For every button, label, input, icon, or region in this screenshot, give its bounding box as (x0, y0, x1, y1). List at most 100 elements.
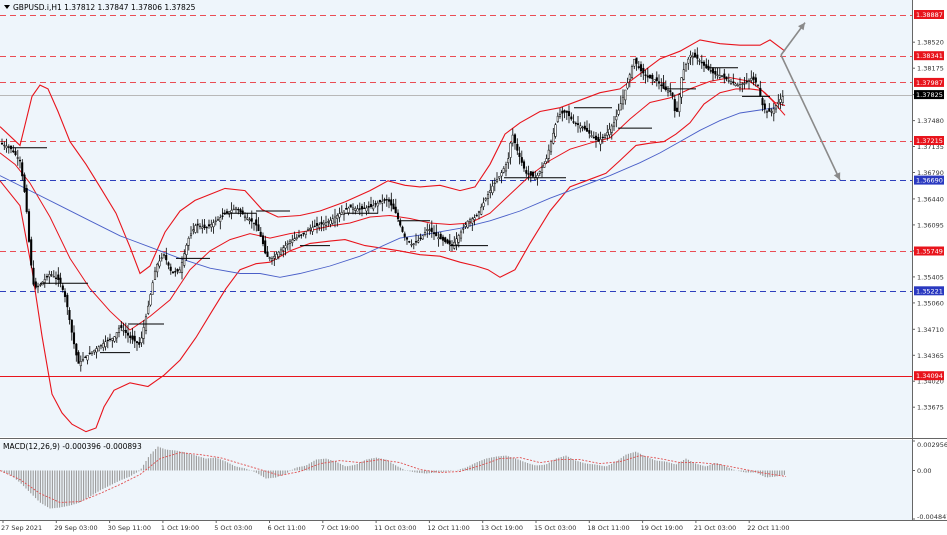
candle (327, 218, 330, 227)
candle (558, 108, 562, 119)
candle (102, 339, 105, 352)
candle (158, 254, 161, 269)
candle (651, 73, 654, 86)
candle (248, 217, 251, 225)
candle (273, 251, 276, 266)
price-tick-label: 1.34365 (917, 352, 944, 360)
candle (570, 112, 573, 121)
candle (585, 120, 589, 132)
candle (131, 328, 134, 344)
candle (322, 219, 325, 232)
candle (435, 224, 438, 237)
candle (279, 247, 283, 256)
candle (219, 214, 222, 230)
candle (428, 224, 431, 236)
candle (729, 79, 733, 85)
svg-text:1.35221: 1.35221 (916, 287, 943, 295)
candle (403, 231, 406, 241)
candle (603, 133, 607, 140)
candle (297, 229, 301, 238)
projection-arrow-1[interactable] (780, 54, 841, 181)
level-badge: 1.37987 (914, 77, 944, 87)
candle (25, 184, 28, 214)
time-tick-label: 27 Sep 2021 (1, 524, 42, 532)
candle (149, 293, 152, 307)
candle (583, 121, 586, 131)
time-tick-label: 21 Oct 03:00 (694, 524, 736, 532)
candle (275, 251, 278, 260)
candle (687, 56, 690, 70)
candle (192, 223, 195, 235)
candle (381, 194, 384, 212)
dropdown-triangle-icon[interactable] (4, 5, 10, 9)
price-tick-label: 1.33675 (917, 404, 944, 412)
candle (7, 144, 10, 154)
macd-pane[interactable] (0, 440, 912, 520)
candle (88, 346, 91, 355)
candle (511, 128, 514, 147)
candle (104, 335, 107, 351)
candle (99, 344, 103, 350)
candle (293, 231, 296, 242)
candle (205, 226, 208, 234)
candle (588, 123, 591, 139)
candle (513, 133, 517, 150)
candle (385, 194, 388, 207)
candle (547, 144, 550, 163)
candle (306, 227, 310, 231)
candle (86, 355, 89, 365)
candle (392, 199, 395, 210)
candle (608, 122, 611, 138)
candle (774, 104, 778, 113)
candle (653, 79, 656, 83)
candle (329, 216, 332, 228)
candle (554, 122, 557, 139)
candle (156, 262, 159, 278)
candle (743, 77, 746, 90)
candle (246, 212, 249, 221)
svg-text:1.34094: 1.34094 (916, 372, 943, 380)
price-tick-label: 1.38520 (917, 39, 944, 47)
candle (491, 180, 494, 196)
candle (718, 68, 721, 80)
candle (475, 213, 478, 217)
candle (426, 223, 429, 238)
price-pane[interactable] (0, 0, 912, 437)
candle (410, 239, 413, 248)
candle (543, 161, 546, 168)
candle (374, 200, 377, 208)
candle (423, 227, 427, 237)
candle (644, 69, 647, 84)
candle (567, 105, 571, 124)
candle (261, 232, 265, 247)
candle (27, 208, 31, 243)
candle (394, 198, 397, 214)
arrow-head-icon (833, 172, 841, 181)
candle (45, 273, 49, 281)
symbol-header: GBPUSD.i,H1 1.37812 1.37847 1.37806 1.37… (4, 3, 196, 12)
candle (212, 219, 215, 234)
candle (106, 337, 109, 349)
candle (630, 64, 634, 79)
candle (180, 256, 184, 280)
candle (138, 337, 141, 348)
candle (642, 63, 645, 81)
candle (196, 219, 199, 234)
candle (30, 236, 33, 269)
candle (338, 207, 341, 223)
candle (576, 116, 580, 133)
candle (498, 176, 501, 181)
candle (480, 203, 483, 216)
time-tick-label: 13 Oct 19:00 (481, 524, 523, 532)
candle (311, 220, 314, 235)
candle (682, 61, 685, 81)
bollinger-middle-band (0, 77, 786, 331)
candle (736, 82, 739, 87)
candle (113, 336, 116, 343)
candle (761, 96, 764, 112)
candle (201, 219, 204, 234)
svg-text:1.37825: 1.37825 (916, 91, 943, 99)
candle (691, 52, 694, 66)
candle (464, 221, 467, 229)
